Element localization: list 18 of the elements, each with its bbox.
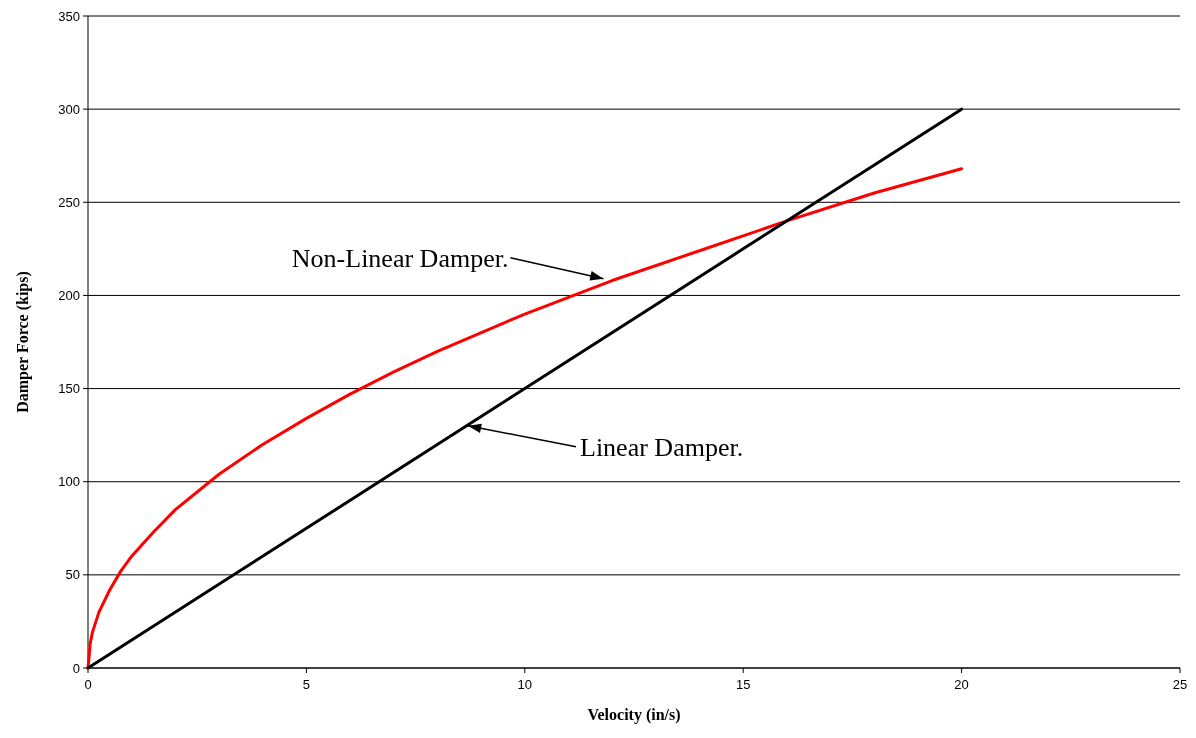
- x-tick-label: 15: [735, 677, 751, 692]
- annotation: Linear Damper.: [580, 432, 744, 462]
- y-tick-label: 0: [72, 660, 80, 676]
- x-axis-title: Velocity (in/s): [587, 706, 681, 724]
- y-tick-label: 300: [58, 101, 80, 117]
- y-tick-label: 350: [58, 8, 80, 24]
- x-tick-label: 10: [517, 677, 533, 692]
- y-tick-label: 100: [58, 474, 80, 490]
- x-tick-label: 5: [302, 677, 311, 692]
- x-tick-label: 20: [954, 677, 969, 692]
- y-tick-label: 50: [65, 567, 80, 583]
- y-tick-label: 150: [58, 381, 80, 397]
- y-tick-label: 250: [58, 194, 80, 210]
- annotation: Non-Linear Damper.: [291, 243, 509, 273]
- y-axis-title: Damper Force (kips): [14, 271, 32, 413]
- x-tick-label: 25: [1172, 677, 1188, 692]
- y-tick-label: 200: [58, 287, 80, 303]
- x-tick-label: 0: [84, 677, 92, 692]
